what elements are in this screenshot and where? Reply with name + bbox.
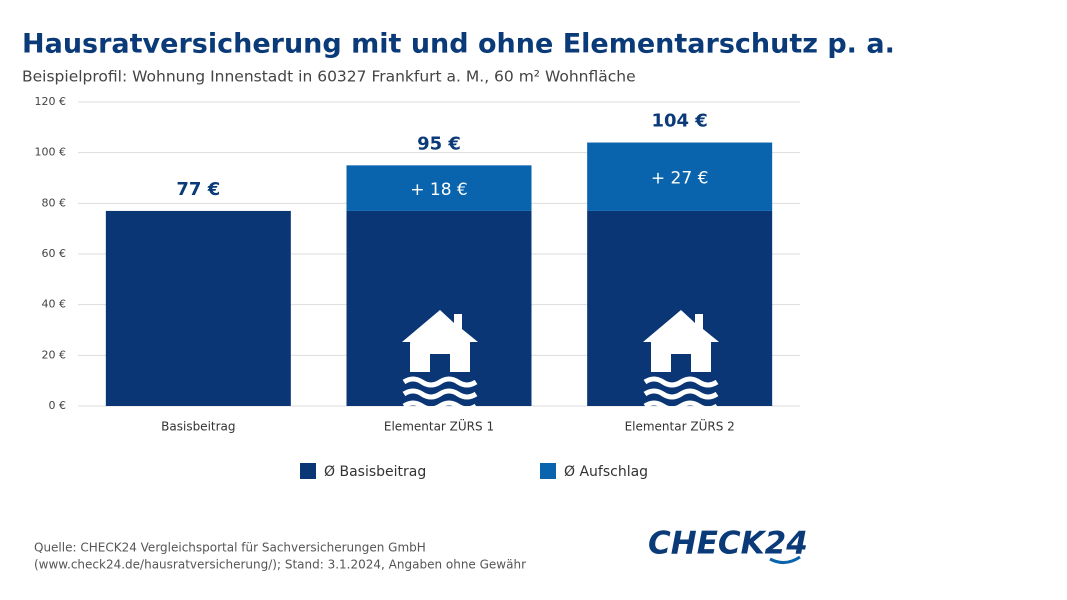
chart-subtitle: Beispielprofil: Wohnung Innenstadt in 60… [22,68,636,86]
bar-segment [587,210,773,406]
total-label: 95 € [417,133,461,154]
y-tick-label: 120 € [35,95,67,108]
legend-label: Ø Basisbeitrag [324,464,426,480]
y-tick-label: 80 € [42,196,67,209]
legend-swatch [300,463,316,479]
total-label: 77 € [176,179,220,200]
bar-segment [346,210,532,406]
y-tick-label: 0 € [49,399,67,412]
bar-segment [587,142,773,211]
logo-swoosh [769,555,801,564]
y-tick-label: 100 € [35,146,67,159]
chart-title: Hausratversicherung mit und ohne Element… [22,29,895,60]
y-tick-label: 40 € [42,298,67,311]
source-line: Quelle: CHECK24 Vergleichsportal für Sac… [34,541,426,555]
x-tick-label: Elementar ZÜRS 2 [625,418,735,434]
value-label: + 18 € [410,180,468,200]
x-tick-label: Elementar ZÜRS 1 [384,418,494,434]
total-label: 104 € [651,111,707,132]
logo: CHECK24 [648,526,808,562]
bar-segment [105,210,291,406]
legend-swatch [540,463,556,479]
legend-label: Ø Aufschlag [564,464,648,480]
value-label: + 27 € [651,169,709,189]
bar-segment [346,165,532,211]
x-tick-label: Basisbeitrag [161,420,235,434]
y-tick-label: 20 € [42,348,67,361]
y-tick-label: 60 € [42,247,67,260]
source-line: (www.check24.de/hausratversicherung/); S… [34,558,526,572]
